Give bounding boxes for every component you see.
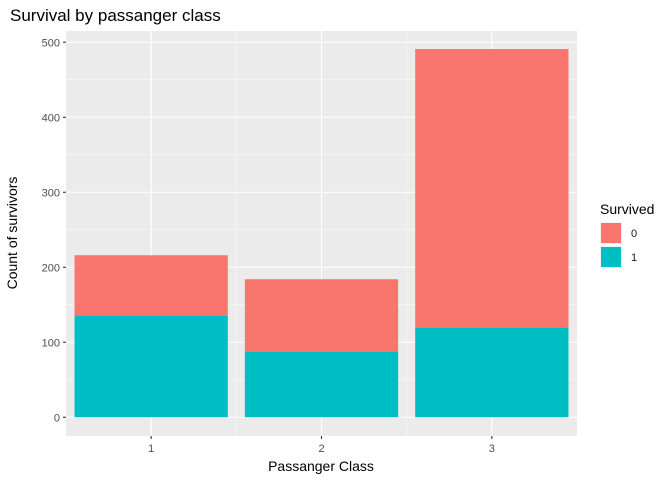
bar-class-1-survived-1 (74, 315, 228, 418)
legend-swatch-1 (601, 247, 621, 267)
bar-class-2-survived-0 (244, 279, 399, 352)
y-tick-label: 100 (42, 337, 60, 349)
x-tick-label: 3 (489, 443, 495, 455)
bars (74, 49, 569, 418)
legend-label-0: 0 (631, 228, 637, 240)
bar-class-1-survived-0 (74, 255, 228, 316)
bar-class-2-survived-1 (244, 352, 399, 418)
x-axis-title: Passanger Class (268, 458, 374, 474)
y-tick-label: 400 (42, 112, 60, 124)
y-tick-label: 200 (42, 262, 60, 274)
x-tick-label: 2 (318, 443, 324, 455)
y-tick-label: 0 (54, 412, 60, 424)
legend-swatch-0 (601, 223, 621, 243)
legend-title: Survived (600, 201, 654, 217)
legend-label-1: 1 (631, 252, 637, 264)
y-axis: 0 100 200 300 400 500 (42, 37, 66, 424)
legend: Survived 0 1 (600, 201, 654, 268)
y-tick-label: 300 (42, 187, 60, 199)
chart-title: Survival by passanger class (10, 6, 221, 25)
bar-class-3-survived-1 (415, 328, 569, 418)
y-tick-label: 500 (42, 37, 60, 49)
x-axis: 1 2 3 (148, 436, 495, 455)
x-tick-label: 1 (148, 443, 154, 455)
y-axis-title: Count of survivors (4, 177, 20, 290)
bar-class-3-survived-0 (415, 49, 569, 328)
